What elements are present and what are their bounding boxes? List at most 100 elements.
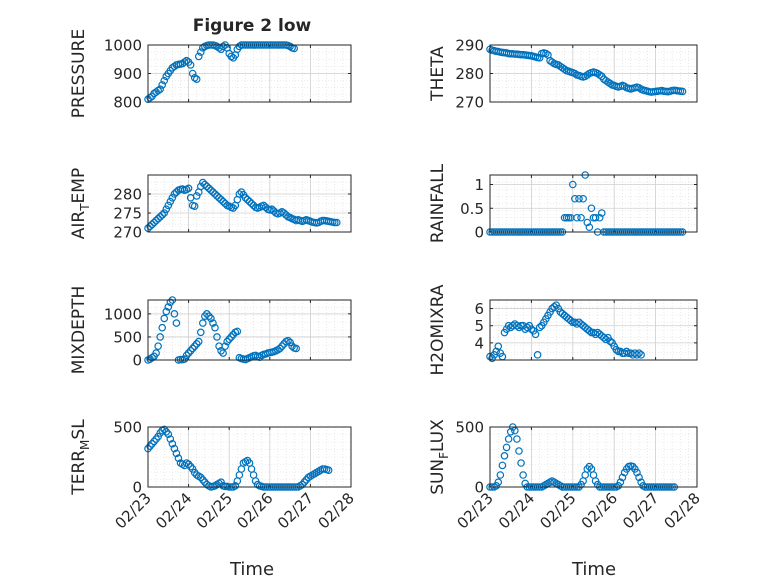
data-point bbox=[194, 52, 203, 61]
data-point bbox=[247, 199, 256, 208]
data-point bbox=[502, 443, 511, 452]
data-point bbox=[164, 430, 173, 439]
data-point bbox=[203, 182, 211, 191]
data-point bbox=[219, 42, 227, 51]
data-point bbox=[268, 205, 276, 214]
x-tick-label: 02/26 bbox=[233, 489, 276, 532]
data-point bbox=[192, 75, 201, 84]
data-point bbox=[148, 439, 156, 448]
data-point bbox=[280, 209, 288, 217]
data-point bbox=[231, 481, 240, 490]
data-point bbox=[284, 336, 292, 345]
data-point bbox=[182, 351, 191, 360]
data-point bbox=[593, 480, 602, 489]
data-point bbox=[600, 333, 608, 342]
data-point bbox=[184, 349, 193, 357]
data-point bbox=[560, 65, 569, 74]
y-tick-label: 290 bbox=[455, 37, 484, 55]
data-point bbox=[583, 465, 592, 473]
data-point bbox=[585, 462, 594, 471]
data-point bbox=[245, 197, 254, 206]
data-point bbox=[152, 216, 160, 225]
data-point bbox=[292, 344, 300, 353]
axes-box bbox=[489, 174, 698, 233]
data-point bbox=[174, 454, 183, 463]
data-point bbox=[519, 471, 527, 479]
y-tick-label: 800 bbox=[113, 94, 142, 112]
y-axis-label: AIRTEMP bbox=[69, 168, 92, 239]
x-tick-label: 02/24 bbox=[495, 489, 538, 532]
data-point bbox=[506, 427, 515, 436]
x-tick-label: 02/26 bbox=[578, 489, 621, 532]
data-point bbox=[211, 190, 219, 198]
y-axis-label: THETA bbox=[428, 46, 448, 102]
x-axis-label-left: Time bbox=[229, 559, 274, 580]
x-axis-label-right: Time bbox=[571, 559, 616, 580]
data-point bbox=[583, 71, 592, 79]
data-point bbox=[217, 346, 225, 355]
data-point bbox=[533, 351, 542, 359]
data-point bbox=[184, 460, 193, 469]
data-point bbox=[158, 81, 167, 89]
x-tick-label: 02/24 bbox=[152, 489, 195, 532]
y-tick-label: 275 bbox=[113, 205, 142, 223]
subplot-mixdepth: 0 500 1000 MIXDEPTH bbox=[69, 286, 352, 374]
y-axis-label: PRESSURE bbox=[69, 29, 89, 118]
y-tick-label: 500 bbox=[455, 419, 484, 437]
data-point bbox=[597, 209, 606, 217]
data-point bbox=[227, 333, 236, 341]
data-point bbox=[152, 435, 160, 443]
x-tick-label: 02/27 bbox=[619, 489, 662, 532]
data-point bbox=[188, 69, 197, 78]
data-point bbox=[221, 342, 229, 350]
data-point bbox=[298, 480, 307, 489]
data-point bbox=[207, 314, 215, 323]
data-point bbox=[583, 218, 592, 227]
data-point bbox=[629, 462, 637, 471]
data-point bbox=[618, 473, 627, 482]
data-point bbox=[587, 204, 596, 213]
data-point bbox=[575, 194, 583, 203]
data-point bbox=[635, 83, 643, 92]
data-point bbox=[217, 195, 225, 204]
y-tick-label: 0 bbox=[132, 479, 142, 497]
subplot-rainfall: 0 0.5 1 RAINFALL bbox=[428, 163, 698, 243]
data-point bbox=[154, 214, 162, 223]
data-point bbox=[160, 314, 169, 323]
data-point bbox=[215, 194, 223, 202]
data-point bbox=[571, 69, 579, 78]
data-point bbox=[148, 353, 156, 362]
data-point bbox=[164, 303, 173, 311]
data-point bbox=[571, 194, 579, 203]
figure-title: Figure 2 low bbox=[193, 16, 312, 36]
data-point bbox=[205, 184, 213, 193]
axes-box bbox=[489, 299, 698, 361]
data-point bbox=[577, 213, 585, 222]
data-point bbox=[199, 178, 207, 187]
data-point bbox=[194, 337, 203, 346]
data-point bbox=[192, 192, 201, 200]
data-point bbox=[213, 192, 221, 200]
data-point bbox=[205, 312, 213, 320]
data-point bbox=[550, 303, 558, 311]
data-point bbox=[196, 328, 205, 337]
data-point bbox=[213, 333, 221, 341]
y-tick-label: 6 bbox=[474, 300, 484, 318]
data-point bbox=[332, 218, 341, 227]
data-point bbox=[515, 447, 523, 455]
data-point bbox=[635, 349, 643, 357]
data-point bbox=[162, 427, 171, 436]
y-tick-label: 0 bbox=[474, 224, 484, 242]
data-point bbox=[160, 209, 169, 217]
data-point bbox=[180, 355, 189, 363]
data-point bbox=[573, 213, 581, 222]
data-point bbox=[523, 323, 532, 332]
axes-box bbox=[147, 426, 352, 488]
data-point bbox=[535, 323, 544, 332]
subplot-sun-flux: 0500SUNFLUX02/2302/2402/2502/2602/2702/2… bbox=[428, 419, 704, 533]
data-point bbox=[150, 218, 158, 227]
data-point bbox=[209, 319, 217, 327]
data-point bbox=[199, 475, 207, 484]
data-point bbox=[154, 86, 162, 95]
